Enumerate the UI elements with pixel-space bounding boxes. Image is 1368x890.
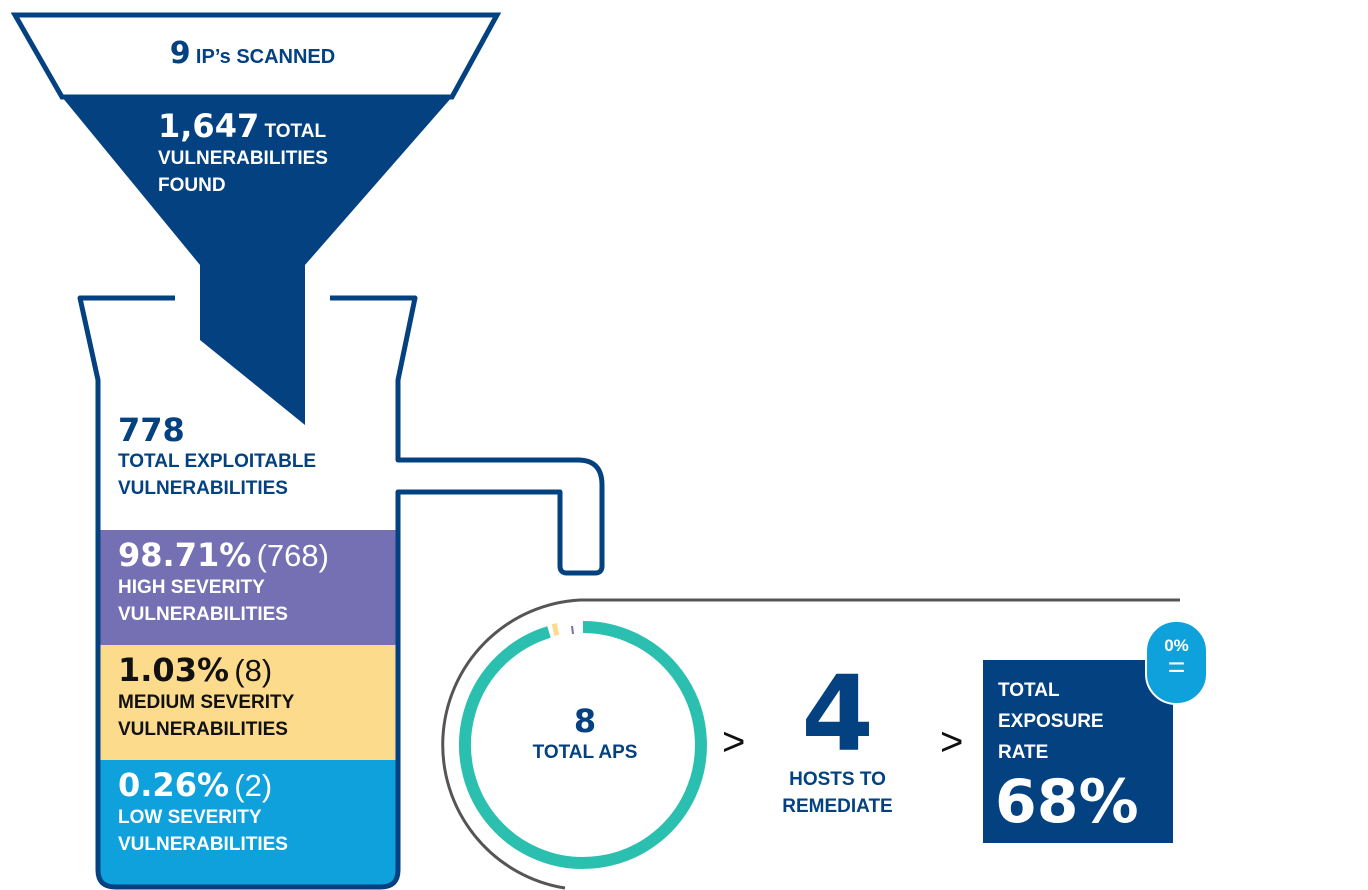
text: MEDIUM SEVERITY VULNERABILITIES (118, 689, 368, 743)
ring-high (572, 626, 573, 634)
separator: > (722, 720, 745, 764)
total-found: 1,647 TOTAL VULNERABILITIES FOUND (158, 108, 378, 199)
text: 98.71% (118, 536, 251, 574)
separator: > (940, 720, 963, 764)
text: 9 (170, 36, 191, 71)
ring-medium (553, 629, 558, 630)
low-severity: 0.26% (2)LOW SEVERITY VULNERABILITIES (118, 767, 368, 858)
text: 1.03% (118, 651, 229, 689)
text: IP’s SCANNED (196, 46, 335, 68)
text: TOTAL EXPLOITABLE VULNERABILITIES (118, 448, 388, 502)
text: 0.26% (118, 766, 229, 804)
text: (768) (257, 538, 329, 573)
high-severity: 98.71% (768)HIGH SEVERITY VULNERABILITIE… (118, 537, 368, 628)
text: LOW SEVERITY VULNERABILITIES (118, 804, 368, 858)
text: HOSTS TO REMEDIATE (778, 766, 898, 820)
text: (8) (234, 653, 272, 688)
badge-text: 0%= (1146, 635, 1207, 679)
text: 4 (755, 662, 920, 766)
exposure-value: 68% (995, 772, 1139, 832)
page: 9 IP’s SCANNED 1,647 TOTAL VULNERABILITI… (0, 0, 1368, 890)
ips-scanned: 9 IP’s SCANNED (0, 36, 505, 72)
medium-severity: 1.03% (8)MEDIUM SEVERITY VULNERABILITIES (118, 652, 368, 743)
text: HIGH SEVERITY VULNERABILITIES (118, 574, 368, 628)
exposure-label: TOTAL EXPOSURE RATE (998, 675, 1148, 768)
text: (2) (234, 768, 272, 803)
text: 778 (118, 412, 388, 448)
text: 8 (500, 703, 670, 739)
text: 1,647 (158, 107, 259, 145)
text: TOTAL APS (500, 739, 670, 766)
text: = (1146, 657, 1207, 679)
